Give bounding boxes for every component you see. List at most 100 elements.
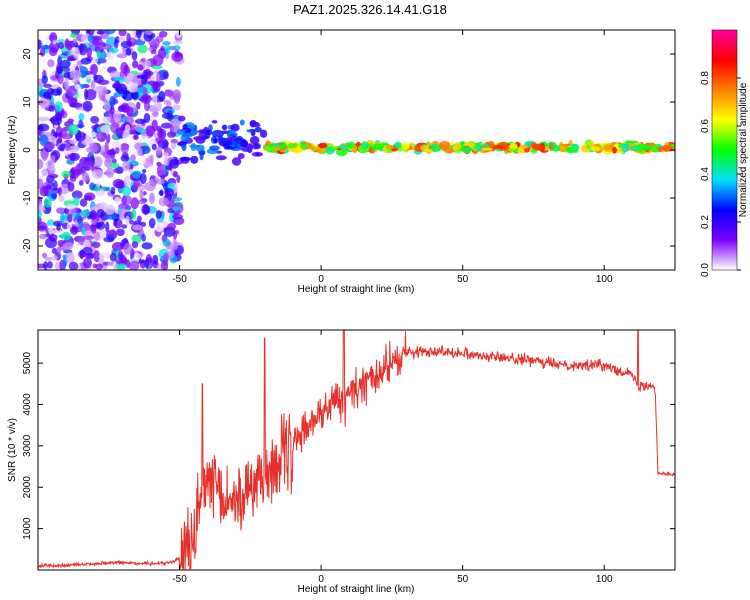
spectrogram-cell [172,45,181,51]
spectrogram-cell [115,127,124,138]
spectrogram-cell [132,224,144,231]
spectrogram-cell [372,143,384,150]
spectrogram-cell [156,178,165,185]
spectrogram-cell [151,143,157,151]
spectrogram-cell [91,224,97,234]
spectrogram-cell [47,59,55,68]
spectrogram-cell [251,122,260,126]
spectrogram-cell [57,187,62,196]
spectrogram-cell [81,209,90,218]
spectrogram-cell [272,143,279,148]
spectrogram-cell [64,40,74,49]
spectrogram-cell [181,143,187,152]
spectrogram-cell [167,208,174,214]
spectrogram-cell [157,263,162,270]
spectrogram-cell [85,88,97,101]
spectrogram-cell [492,144,504,150]
spectrogram-cell [139,189,144,200]
y-tick-label: -20 [22,238,33,253]
spectrogram-cell [163,156,169,166]
spectrogram-cell [125,215,130,226]
spectrogram-cell [508,148,515,152]
colorbar-ticks: 0.0 0.2 0.4 0.6 0.8 [700,71,741,277]
spectrogram-cell [630,145,640,152]
spectrogram-cell [131,208,137,220]
spectrogram-cell [211,120,218,124]
spectrogram-cell [126,32,131,45]
spectrogram-cell [551,144,561,152]
spectrogram-cell [177,141,188,145]
spectrogram-cell [56,246,62,254]
spectrogram-cell [123,243,133,255]
spectrogram-cell [135,79,142,86]
spectrogram-cell [56,223,61,231]
spectrogram-cell [109,71,122,79]
spectrogram-cell [96,50,102,58]
spectrogram-cell [544,145,549,151]
spectrogram-cell [141,168,147,174]
spectrogram-cell [163,152,169,158]
spectrogram-cell [178,115,186,122]
spectrogram-cell [333,146,339,150]
spectrogram-cell [147,47,153,52]
spectrogram-cell [131,170,142,179]
spectrogram-cell [590,146,601,152]
spectrogram-marks [38,30,675,270]
spectrogram-cell [162,41,171,46]
spectrogram-cell [128,260,140,270]
spectrogram-cell [89,131,97,138]
spectrogram-cell [385,144,394,150]
spectrogram-cell [105,167,115,178]
spectrogram-cell [299,143,309,150]
spectrogram-cell [393,141,403,149]
colorbar-tick-label: 0.0 [700,263,711,277]
spectrogram-cell [170,118,182,126]
spectrogram-cell [164,165,172,171]
spectrogram-cell [87,34,94,43]
spectrogram-cell [118,36,125,43]
spectrogram-cell [38,39,42,50]
spectrogram-cell [287,143,298,149]
spectrogram-cell [82,257,92,269]
spectrogram-cell [164,188,175,197]
spectrogram-cell [221,124,228,131]
spectrogram-cell [169,158,180,169]
spectrogram-cell [84,160,95,170]
spectrogram-cell [82,246,93,256]
spectrogram-cell [113,110,122,123]
spectrogram-cell [38,210,42,219]
snr-y-ticks: 1000 2000 3000 4000 5000 [22,352,675,540]
spectrogram-cell [237,152,245,160]
spectrogram-cell [171,141,176,150]
spectrogram-cell [612,146,617,154]
spectrogram-cell [67,97,78,106]
spectrogram-cell [38,159,44,170]
spectrogram-cell [52,40,57,45]
spectrogram-cell [74,164,83,176]
spectrogram-cell [360,141,369,150]
spectrogram-cell [130,197,139,210]
spectrogram-cell [338,144,347,149]
spectrogram-cell [38,55,46,64]
spectrogram-cell [158,30,168,38]
spectrogram-cell [58,195,65,202]
spectrogram-cell [230,123,240,132]
y-tick-label: 3000 [22,434,33,457]
spectrogram-cell [78,113,85,121]
spectrogram-cell [151,65,163,70]
spectrogram-cell [50,88,62,96]
spectrogram-cell [79,198,88,207]
spectrogram-cell [109,252,117,262]
spectrogram-cell [171,51,184,62]
spectrogram-cell [78,43,88,56]
spectrogram-cell [66,85,77,97]
spectrogram-cell [45,175,55,183]
spectrogram-cell [42,252,47,258]
y-tick-label: 10 [22,96,33,108]
spectrogram-cell [213,137,218,144]
spectrogram-cell [246,129,254,133]
spectrogram-cell [175,76,181,87]
x-tick-label: 100 [596,274,613,285]
spectrogram-cell [56,207,66,213]
spectrogram-cell [41,44,51,50]
